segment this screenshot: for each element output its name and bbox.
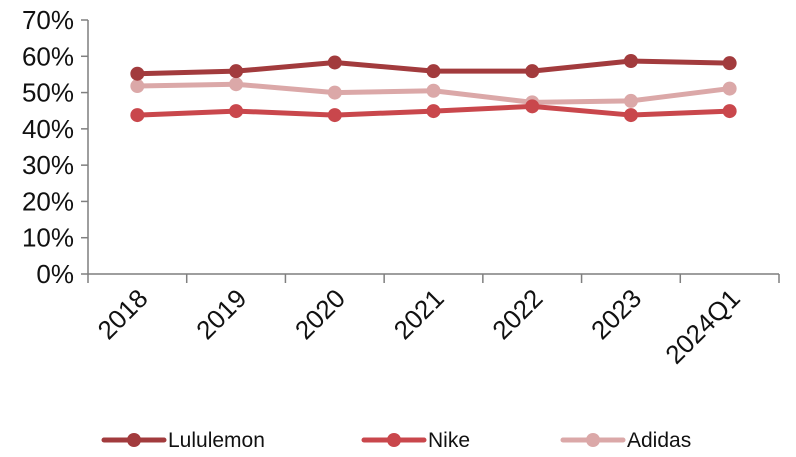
- y-tick-label: 70%: [22, 5, 74, 35]
- legend-swatch-marker: [586, 433, 600, 447]
- data-point: [623, 93, 638, 108]
- data-point: [426, 64, 441, 79]
- legend-item-lululemon: Lululemon: [101, 429, 265, 452]
- x-tick-label: 2024Q1: [659, 283, 746, 370]
- data-point: [525, 99, 540, 114]
- y-tick-label: 50%: [22, 78, 74, 108]
- data-point: [327, 55, 342, 70]
- x-tick-label: 2021: [388, 283, 450, 345]
- legend: Lululemon Nike Adidas: [101, 429, 691, 452]
- series-adidas: [130, 77, 737, 110]
- y-tick-labels: 0% 10% 20% 30% 40% 50% 60% 70%: [22, 5, 74, 289]
- x-tick-labels: 2018 2019 2020 2021 2022 2023 2024Q1: [91, 283, 745, 370]
- axes: [81, 19, 780, 283]
- data-point: [229, 64, 244, 79]
- data-point: [130, 79, 145, 94]
- x-tick-label: 2019: [190, 283, 252, 345]
- data-point: [130, 66, 145, 81]
- data-point: [722, 104, 737, 119]
- legend-item-nike: Nike: [361, 429, 470, 452]
- legend-item-adidas: Adidas: [560, 429, 691, 452]
- data-point: [722, 56, 737, 71]
- data-point: [130, 108, 145, 123]
- data-point: [525, 64, 540, 79]
- data-point: [426, 83, 441, 98]
- x-tick-label: 2023: [585, 283, 647, 345]
- legend-swatch-marker: [387, 433, 401, 447]
- data-point: [426, 104, 441, 119]
- legend-swatch-marker: [127, 433, 141, 447]
- data-point: [229, 77, 244, 92]
- y-tick-label: 40%: [22, 114, 74, 144]
- y-tick-label: 10%: [22, 223, 74, 253]
- data-point: [722, 81, 737, 96]
- series-lines: [130, 54, 737, 123]
- y-tick-label: 20%: [22, 186, 74, 216]
- x-tick-label: 2018: [91, 283, 153, 345]
- y-tick-label: 60%: [22, 41, 74, 71]
- x-tick-label: 2022: [486, 283, 548, 345]
- legend-label: Lululemon: [168, 429, 265, 452]
- data-point: [327, 85, 342, 100]
- data-point: [623, 54, 638, 69]
- y-tick-label: 30%: [22, 150, 74, 180]
- data-point: [327, 108, 342, 123]
- series-lululemon: [130, 54, 737, 81]
- data-point: [229, 104, 244, 119]
- legend-label: Nike: [428, 429, 470, 452]
- series-nike: [130, 99, 737, 123]
- y-tick-label: 0%: [36, 259, 74, 289]
- x-tick-label: 2020: [289, 283, 351, 345]
- legend-label: Adidas: [627, 429, 691, 452]
- data-point: [623, 108, 638, 123]
